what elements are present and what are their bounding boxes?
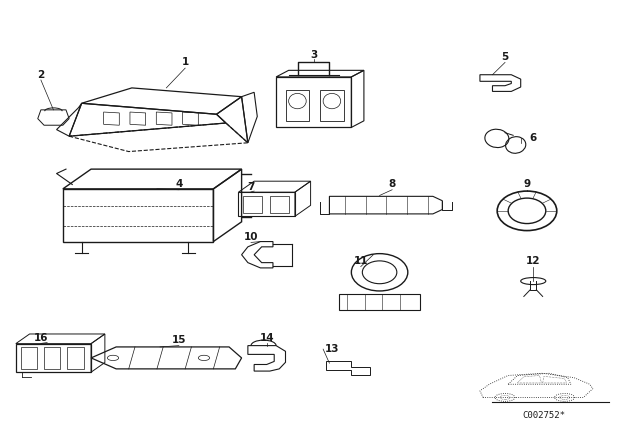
Bar xyxy=(44,347,60,369)
Text: 10: 10 xyxy=(244,232,259,242)
Text: 2: 2 xyxy=(37,70,45,80)
Text: 15: 15 xyxy=(172,336,186,345)
Bar xyxy=(67,347,84,369)
Bar xyxy=(270,196,289,213)
Text: 12: 12 xyxy=(526,256,541,266)
Text: 9: 9 xyxy=(524,180,531,190)
Text: 6: 6 xyxy=(530,134,537,143)
Bar xyxy=(243,196,262,213)
Text: 14: 14 xyxy=(259,333,274,343)
Bar xyxy=(16,344,91,372)
Bar xyxy=(21,347,37,369)
Text: 4: 4 xyxy=(175,180,182,190)
Bar xyxy=(239,192,295,216)
Bar xyxy=(285,90,309,121)
Text: 16: 16 xyxy=(34,333,48,343)
Text: 13: 13 xyxy=(325,344,340,354)
Text: 8: 8 xyxy=(388,180,396,190)
Text: 3: 3 xyxy=(310,50,317,60)
Text: C002752*: C002752* xyxy=(523,410,566,420)
Text: 5: 5 xyxy=(501,52,509,62)
Text: 11: 11 xyxy=(353,256,368,266)
Text: 7: 7 xyxy=(247,182,255,192)
Text: 1: 1 xyxy=(182,56,189,67)
Bar xyxy=(320,90,344,121)
Bar xyxy=(63,189,213,241)
